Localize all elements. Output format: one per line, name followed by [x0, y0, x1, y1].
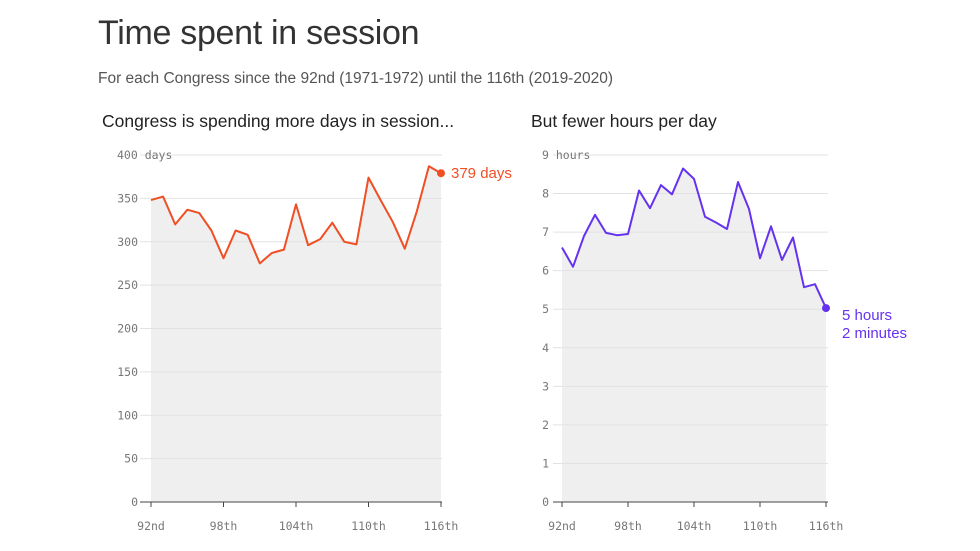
right-y-tick-label: 8: [542, 187, 549, 201]
right-area-fill: [562, 168, 826, 502]
left-y-tick-label: 400 days: [117, 148, 172, 162]
right-x-tick-label: 92nd: [548, 519, 576, 533]
right-y-tick-label: 7: [542, 225, 549, 239]
right-x-tick-label: 110th: [743, 519, 778, 533]
right-end-label-line: 5 hours: [842, 307, 892, 324]
left-y-tick-label: 100: [117, 408, 138, 422]
right-y-tick-label: 6: [542, 264, 549, 278]
left-x-tick-label: 116th: [424, 519, 459, 533]
left-y-tick-label: 0: [131, 495, 138, 509]
left-x-tick-label: 110th: [351, 519, 386, 533]
page-title: Time spent in session: [98, 14, 420, 52]
right-end-label-line: 2 minutes: [842, 325, 907, 342]
right-y-tick-label: 2: [542, 418, 549, 432]
right-y-tick-label: 4: [542, 341, 549, 355]
left-y-tick-label: 250: [117, 278, 138, 292]
left-y-tick-label: 350: [117, 191, 138, 205]
right-y-tick-label: 1: [542, 456, 549, 470]
left-y-tick-label: 150: [117, 365, 138, 379]
left-end-point: [437, 169, 445, 178]
right-chart-title: But fewer hours per day: [531, 111, 717, 131]
left-x-tick-label: 104th: [279, 519, 314, 533]
right-y-tick-label: 9 hours: [542, 148, 590, 162]
left-series-line: [150, 165, 442, 265]
right-y-tick-label: 3: [542, 379, 549, 393]
right-x-tick-label: 116th: [809, 519, 844, 533]
left-y-tick-label: 300: [117, 235, 138, 249]
left-area-fill: [151, 166, 441, 503]
right-y-tick-label: 5: [542, 302, 549, 316]
left-chart-title: Congress is spending more days in sessio…: [102, 111, 455, 131]
left-end-label: 379 days: [451, 165, 512, 182]
right-series-line: [561, 167, 827, 309]
right-end-point: [822, 304, 830, 313]
left-x-tick-label: 98th: [210, 519, 238, 533]
right-x-tick-label: 104th: [677, 519, 712, 533]
left-x-tick-label: 92nd: [137, 519, 165, 533]
right-x-tick-label: 98th: [614, 519, 642, 533]
right-y-tick-label: 0: [542, 495, 549, 509]
left-y-tick-label: 200: [117, 322, 138, 336]
page-subtitle: For each Congress since the 92nd (1971-1…: [98, 70, 613, 87]
left-y-tick-label: 50: [124, 452, 138, 466]
